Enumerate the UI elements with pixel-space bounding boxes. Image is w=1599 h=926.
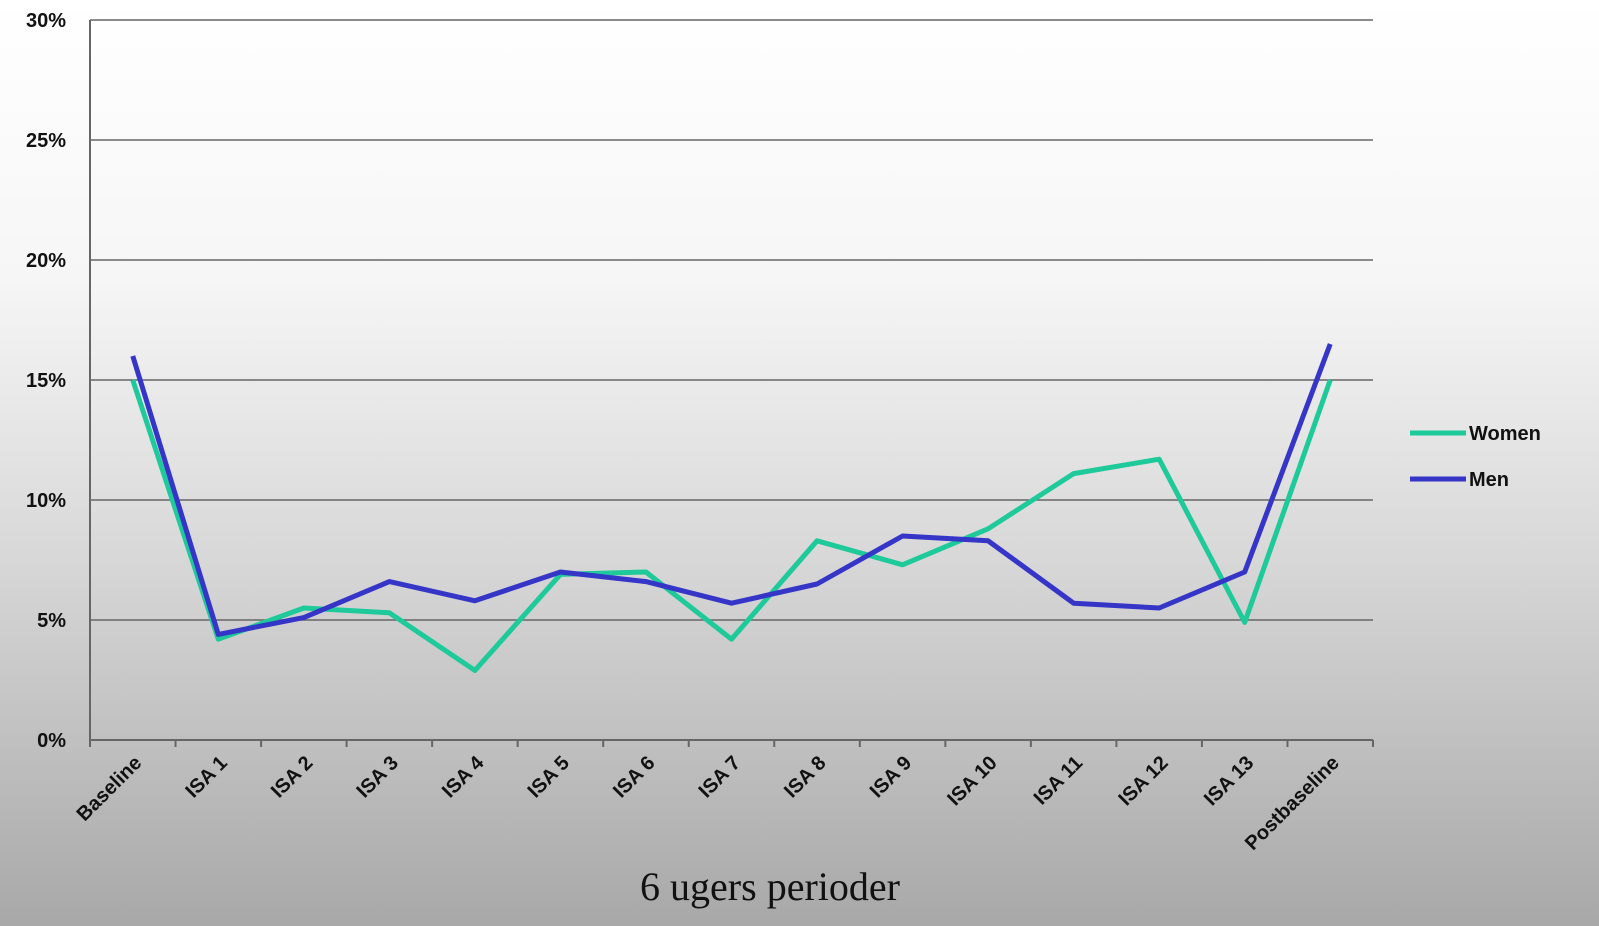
y-tick-label: 5% [37,610,66,632]
legend-label: Men [1469,469,1509,491]
y-tick-label: 20% [26,250,66,272]
y-tick-label: 0% [37,730,66,752]
legend-label: Women [1469,423,1541,445]
y-tick-label: 15% [26,370,66,392]
y-tick-label: 10% [26,490,66,512]
series-line [130,343,1333,637]
y-tick-label: 25% [26,130,66,152]
x-axis-label: 6 ugers perioder [640,864,900,909]
y-tick-label: 30% [26,10,66,32]
series-line [130,379,1333,673]
